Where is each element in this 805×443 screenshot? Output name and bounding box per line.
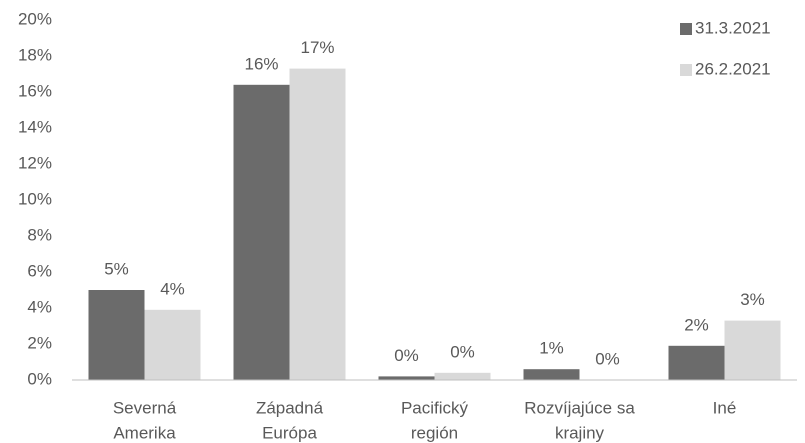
y-tick-label: 0% <box>27 369 52 388</box>
legend-swatch <box>680 64 692 76</box>
data-label: 0% <box>450 342 475 361</box>
bar <box>668 345 725 380</box>
y-tick-label: 14% <box>18 117 52 136</box>
data-label: 5% <box>104 259 129 278</box>
y-tick-label: 16% <box>18 81 52 100</box>
bar <box>378 376 435 380</box>
data-label: 3% <box>740 290 765 309</box>
data-label: 4% <box>160 279 185 298</box>
x-tick-label: Amerika <box>113 423 176 442</box>
data-label: 0% <box>394 346 419 365</box>
y-tick-label: 20% <box>18 9 52 28</box>
bar <box>523 369 580 380</box>
bar <box>724 320 781 380</box>
bar <box>88 290 145 380</box>
x-tick-label: Pacifický <box>401 398 469 417</box>
legend-label: 26.2.2021 <box>695 59 771 78</box>
x-tick-label: Európa <box>262 423 317 442</box>
data-label: 2% <box>684 315 709 334</box>
data-label: 1% <box>539 339 564 358</box>
x-tick-label: Iné <box>713 398 737 417</box>
data-label: 16% <box>244 54 278 73</box>
y-tick-label: 2% <box>27 333 52 352</box>
x-tick-label: Severná <box>113 398 177 417</box>
bar <box>434 372 491 380</box>
x-tick-label: región <box>411 423 458 442</box>
y-tick-label: 8% <box>27 225 52 244</box>
x-tick-label: krajiny <box>555 423 605 442</box>
y-tick-label: 6% <box>27 261 52 280</box>
y-tick-label: 18% <box>18 45 52 64</box>
legend-label: 31.3.2021 <box>695 18 771 37</box>
bar <box>289 68 346 380</box>
data-label: 17% <box>300 38 334 57</box>
x-tick-label: Západná <box>256 398 324 417</box>
bar <box>144 309 201 380</box>
x-tick-label: Rozvíjajúce sa <box>524 398 635 417</box>
legend-swatch <box>680 23 692 35</box>
y-tick-label: 10% <box>18 189 52 208</box>
bar <box>233 84 290 381</box>
y-tick-label: 12% <box>18 153 52 172</box>
y-tick-label: 4% <box>27 297 52 316</box>
data-label: 0% <box>595 349 620 368</box>
